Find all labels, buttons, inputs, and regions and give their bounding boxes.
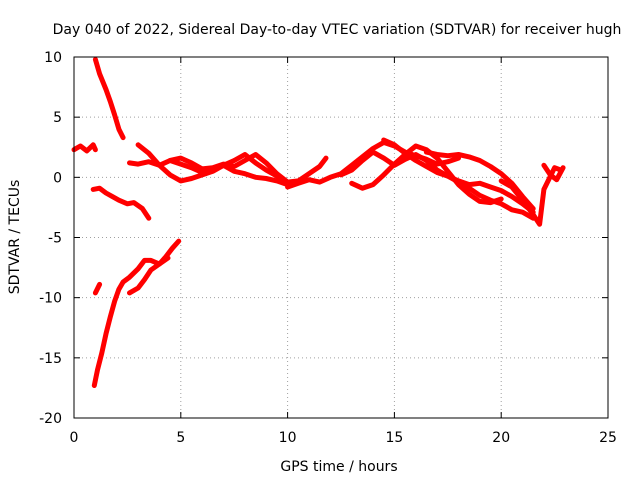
series-arc-01: [71, 142, 98, 154]
x-tick-label: 5: [176, 430, 185, 446]
series-group: [71, 56, 566, 388]
series-arc-08: [135, 142, 291, 188]
series-arc-03: [90, 185, 152, 221]
y-tick-label: -5: [48, 231, 62, 247]
series-arc-16: [541, 162, 566, 183]
x-tick-label: 25: [599, 430, 617, 446]
y-tick-label: -10: [39, 291, 62, 307]
series-arc-15: [498, 165, 564, 227]
series-arc-02: [92, 56, 126, 141]
x-axis-label: GPS time / hours: [280, 459, 397, 475]
y-tick-label: -15: [39, 351, 62, 367]
y-tick-label: -20: [39, 411, 62, 427]
grid: [74, 57, 608, 418]
chart-title: Day 040 of 2022, Sidereal Day-to-day VTE…: [53, 22, 622, 38]
series-arc-13: [381, 137, 536, 215]
series-arc-04: [92, 281, 103, 296]
y-axis-label: SDTVAR / TECUs: [7, 180, 23, 295]
series-arc-06: [127, 255, 171, 296]
axis-ticks: 0 5 10 15 20 25 -20 -15 -10 -5 0 5 10: [39, 50, 617, 446]
series-arc-09: [167, 152, 291, 185]
x-tick-label: 10: [279, 430, 297, 446]
y-tick-label: 10: [44, 50, 62, 66]
y-tick-label: 0: [53, 170, 62, 186]
x-tick-label: 0: [70, 430, 79, 446]
y-tick-label: 5: [53, 110, 62, 126]
x-tick-label: 20: [492, 430, 510, 446]
x-tick-label: 15: [385, 430, 403, 446]
